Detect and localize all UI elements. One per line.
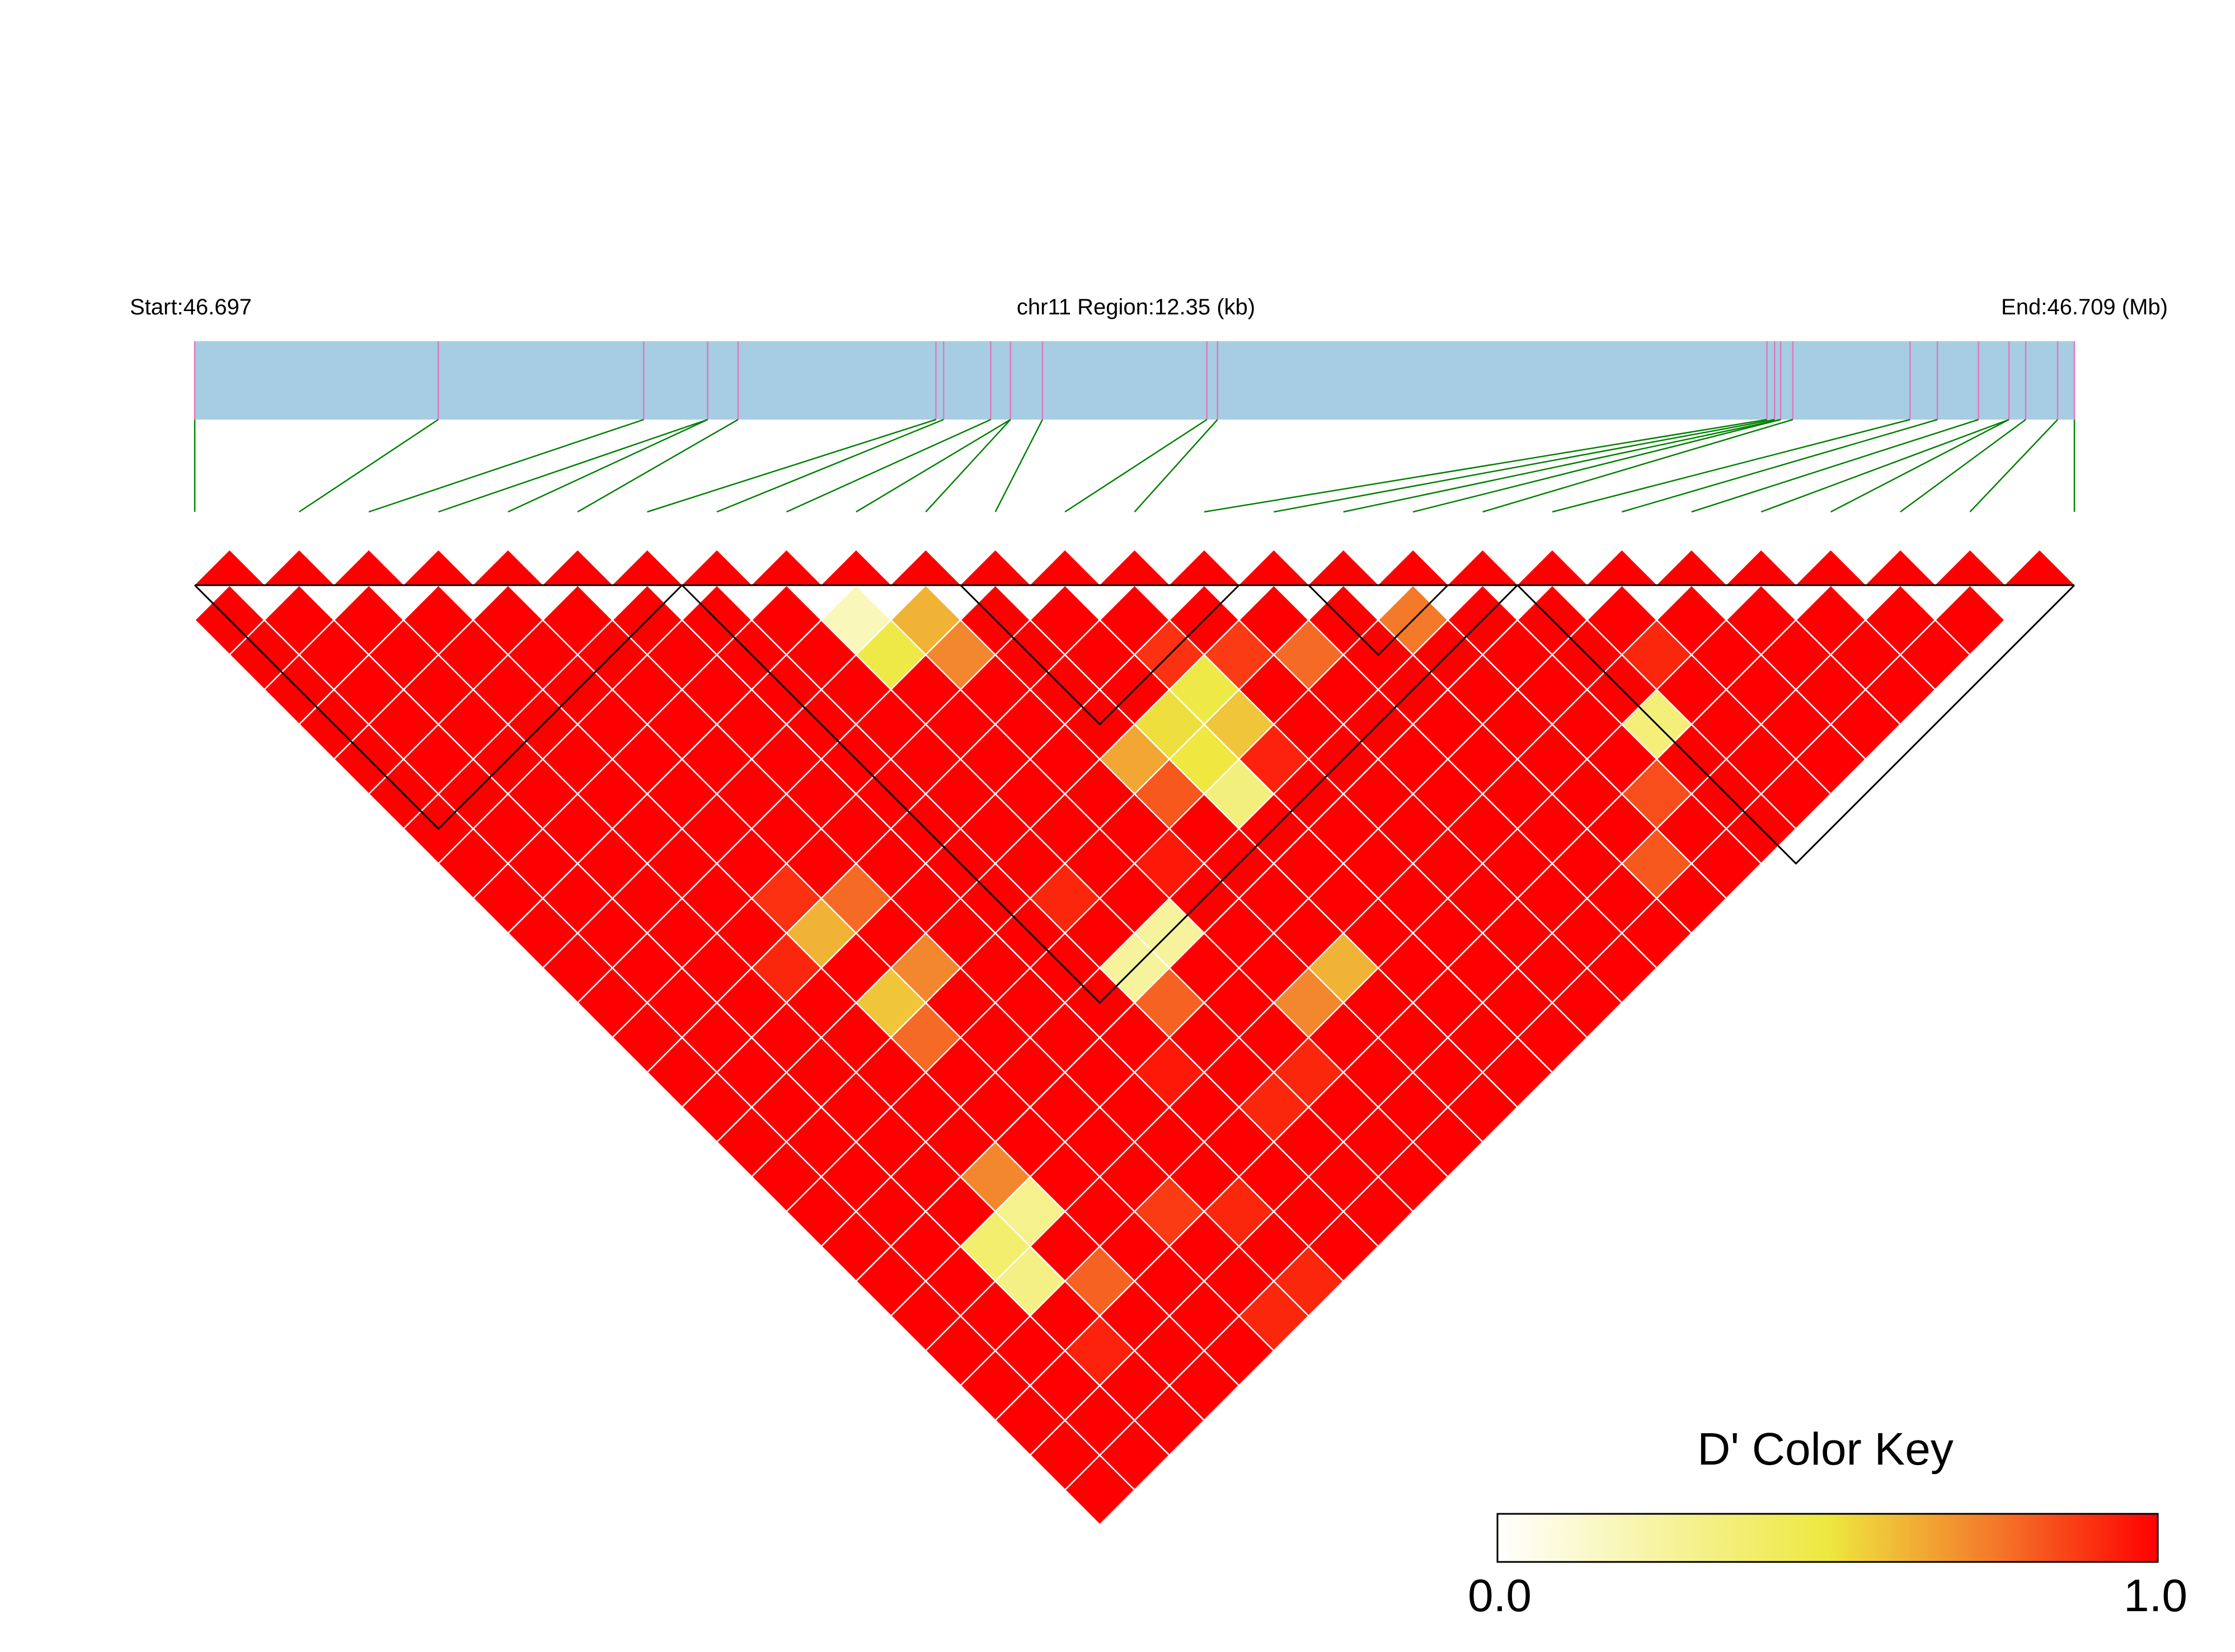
snp-connector-line	[438, 418, 708, 513]
snp-connector-line	[716, 418, 944, 513]
snp-connector-line	[1274, 418, 1775, 513]
color-key-max-label: 1.0	[2124, 1570, 2187, 1621]
snp-marker-diamond	[1378, 550, 1448, 586]
snp-marker-diamond	[1100, 550, 1170, 586]
snp-connector-line	[1204, 418, 1767, 513]
snp-marker-diamond	[960, 550, 1030, 586]
snp-marker-diamond	[1448, 550, 1518, 586]
snp-connector-line	[647, 418, 936, 513]
snp-marker-diamond	[891, 550, 961, 586]
snp-connector-line	[1482, 418, 1793, 513]
snp-connector-line	[1134, 419, 1218, 512]
snp-marker-diamond	[543, 550, 613, 586]
snp-marker-diamond	[403, 550, 473, 586]
snp-marker-diamond	[682, 550, 752, 586]
snp-marker-diamond	[1517, 550, 1588, 586]
snp-connector-line	[856, 418, 1011, 513]
ld-cells	[194, 550, 2074, 1526]
snp-marker-diamond	[1935, 550, 2005, 586]
snp-connector-line	[1900, 418, 2026, 513]
snp-connector-line	[1622, 418, 1938, 513]
snp-connector-lines	[194, 418, 2076, 513]
snp-marker-diamond	[1726, 550, 1796, 586]
genomic-region-track	[194, 341, 2076, 420]
haplotype-block-outline	[194, 584, 683, 830]
snp-marker-diamond	[1169, 550, 1239, 586]
haplotype-block-outline	[960, 584, 1240, 726]
snp-connector-line	[1760, 418, 2009, 513]
snp-marker-diamond	[1656, 550, 1726, 586]
snp-connector-line	[1064, 418, 1208, 513]
snp-marker-diamond	[752, 550, 821, 586]
color-key-gradient-bar	[1496, 1513, 2159, 1563]
region-label: chr11 Region:12.35 (kb)	[1017, 295, 1255, 319]
snp-marker-diamond	[334, 550, 404, 586]
snp-connector-line	[368, 418, 644, 513]
snp-marker-diamond	[2004, 550, 2074, 586]
snp-marker-diamond	[1796, 550, 1866, 586]
haplotype-block-outline	[1516, 584, 2076, 865]
color-key: D' Color Key 0.0 1.0	[1468, 1424, 2187, 1621]
snp-connector-line	[1412, 418, 1781, 513]
snp-marker-diamond	[612, 550, 682, 586]
start-label: Start:46.697	[130, 295, 252, 319]
snp-connector-line	[1969, 419, 2058, 512]
snp-marker-diamond	[1865, 550, 1936, 586]
snp-connector-line	[1552, 418, 1910, 513]
snp-connector-line	[1830, 418, 2009, 513]
snp-connector-line	[1691, 418, 1979, 513]
snp-marker-diamond	[195, 550, 265, 586]
snp-connector-line	[298, 418, 439, 513]
ld-cell	[1934, 584, 2006, 656]
snp-connector-line	[786, 418, 991, 513]
snp-marker-diamond	[1030, 550, 1100, 586]
snp-connector-line	[1343, 418, 1781, 513]
snp-marker-diamond	[821, 550, 891, 586]
snp-connector-line	[508, 418, 708, 513]
haplotype-block-outline	[681, 584, 1518, 1004]
color-key-min-label: 0.0	[1468, 1570, 1532, 1621]
snp-marker-diamond	[1587, 550, 1657, 586]
snp-connector-line	[925, 419, 1011, 512]
snp-marker-diamond	[473, 550, 543, 586]
snp-connector-line	[994, 419, 1044, 512]
haplotype-block-outline	[1308, 584, 1449, 656]
snp-marker-diamond	[264, 550, 334, 586]
region-track-bar	[195, 341, 2074, 420]
color-key-title: D' Color Key	[1697, 1424, 1954, 1475]
snp-connector-line	[577, 418, 739, 513]
snp-marker-diamond	[1308, 550, 1378, 586]
snp-marker-diamond	[1239, 550, 1309, 586]
haplotype-block-outlines	[194, 584, 2076, 1004]
end-label: End:46.709 (Mb)	[2001, 295, 2168, 319]
